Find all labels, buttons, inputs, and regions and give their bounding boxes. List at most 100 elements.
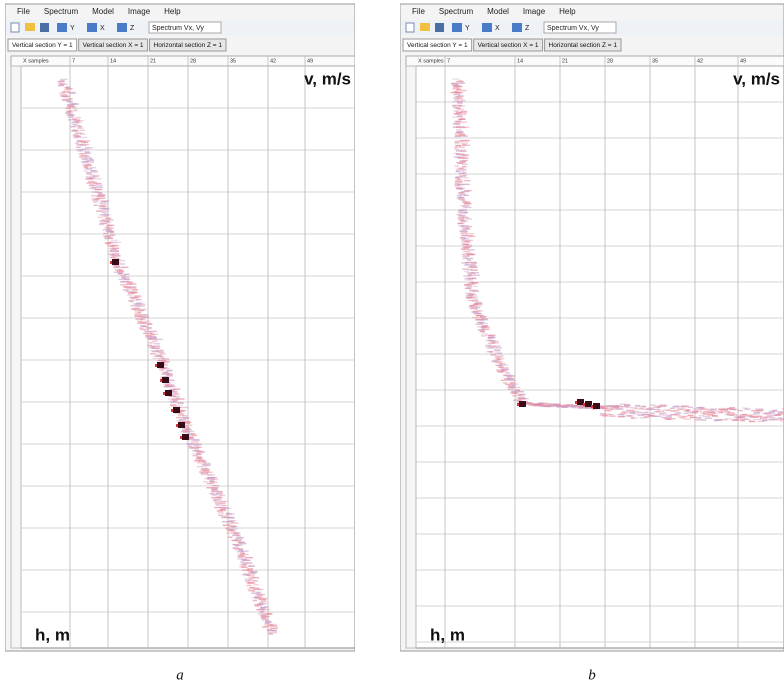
spectrum-texture: [643, 411, 649, 414]
toolbar-button[interactable]: X: [100, 25, 105, 32]
spectrum-texture: [255, 597, 260, 599]
spectrum-texture: [171, 405, 176, 407]
toolbar-button[interactable]: Y: [70, 25, 75, 32]
tab[interactable]: [7, 38, 78, 52]
spectrum-texture: [247, 588, 252, 590]
spectrum-texture: [663, 409, 671, 411]
toolbar-button[interactable]: Y: [465, 25, 470, 32]
spectrum-texture: [456, 111, 463, 114]
spectrum-texture: [88, 184, 94, 186]
spectrum-texture: [462, 257, 467, 260]
spectrum-texture: [548, 405, 554, 408]
spectrum-texture: [78, 156, 87, 158]
spectrum-texture: [83, 167, 88, 169]
tab[interactable]: [149, 38, 227, 52]
spectrum-texture: [201, 463, 207, 466]
toolbar-button[interactable]: X: [495, 25, 500, 32]
spectrum-texture: [220, 516, 228, 518]
spectrum-texture: [465, 295, 473, 297]
toolbar-button[interactable]: Z: [525, 25, 530, 32]
tab[interactable]: [402, 38, 473, 52]
menu-item[interactable]: File: [17, 7, 30, 16]
spectrum-texture: [118, 269, 124, 271]
spectrum-texture: [639, 407, 644, 410]
spectrum-texture: [230, 522, 239, 524]
menu-item[interactable]: Help: [164, 7, 181, 16]
spectrum-texture: [539, 403, 544, 405]
spectrum-texture: [665, 416, 672, 418]
dropdown[interactable]: [543, 21, 617, 34]
tab[interactable]: [473, 38, 544, 52]
menu-item[interactable]: Model: [487, 7, 509, 16]
spectrum-texture: [456, 89, 461, 91]
spectrum-texture: [73, 119, 81, 121]
spectrum-texture: [518, 393, 525, 396]
spectrum-texture: [106, 228, 111, 231]
spectrum-texture: [733, 418, 740, 421]
spectrum-texture: [462, 154, 469, 156]
spectrum-texture: [187, 445, 192, 447]
spectrum-texture: [109, 250, 115, 253]
menu-item[interactable]: Spectrum: [44, 7, 79, 16]
spectrum-texture: [624, 405, 629, 408]
spectrum-texture: [473, 299, 479, 301]
spectrum-texture: [511, 383, 519, 385]
spectrum-texture: [459, 134, 466, 136]
spectrum-texture: [494, 357, 500, 359]
menu-item[interactable]: Image: [523, 7, 546, 16]
menu-item[interactable]: Model: [92, 7, 114, 16]
spectrum-texture: [254, 596, 262, 598]
spectrum-texture: [508, 387, 515, 389]
spectrum-texture: [196, 456, 202, 458]
menu-item[interactable]: File: [412, 7, 425, 16]
spectrum-texture: [459, 208, 467, 211]
spectrum-texture: [641, 413, 650, 416]
spectrum-texture: [202, 462, 211, 465]
spectrum-texture: [694, 419, 701, 421]
spectrum-texture: [140, 318, 146, 321]
spectrum-texture: [170, 393, 178, 395]
spectrum-texture: [630, 417, 635, 419]
spectrum-texture: [755, 408, 764, 410]
tab[interactable]: [544, 38, 622, 52]
spectrum-texture: [192, 455, 198, 457]
spectrum-texture: [463, 257, 469, 259]
spectrum-texture: [735, 414, 742, 417]
spectrum-texture: [72, 118, 77, 120]
spectrum-texture: [565, 405, 574, 407]
spectrum-texture: [210, 490, 216, 493]
spectrum-texture: [71, 121, 80, 124]
tab[interactable]: [78, 38, 149, 52]
spectrum-texture: [81, 158, 86, 160]
spectrum-texture: [512, 394, 517, 397]
menu-item[interactable]: Spectrum: [439, 7, 474, 16]
menu-item[interactable]: Help: [559, 7, 576, 16]
dropdown[interactable]: [148, 21, 222, 34]
spectrum-texture: [122, 289, 129, 291]
spectrum-texture: [460, 187, 465, 190]
spectrum-texture: [101, 200, 110, 202]
spectrum-texture: [467, 248, 474, 251]
spectrum-texture: [487, 337, 493, 339]
spectrum-texture: [71, 103, 80, 105]
spectrum-texture: [245, 580, 251, 582]
spectrum-texture: [109, 247, 115, 250]
spectrum-texture: [133, 294, 141, 297]
spectrum-texture: [193, 460, 201, 462]
spectrum-texture: [104, 227, 110, 229]
spectrum-texture: [222, 514, 229, 517]
spectrum-texture: [102, 205, 108, 208]
spectrum-texture: [466, 244, 473, 247]
spectrum-texture: [77, 127, 84, 129]
spectrum-texture: [759, 417, 768, 419]
menu-item[interactable]: Image: [128, 7, 151, 16]
spectrum-texture: [104, 214, 109, 217]
spectrum-texture: [455, 96, 464, 98]
spectrum-texture: [160, 359, 166, 362]
spectrum-texture: [132, 297, 139, 299]
toolbar-button[interactable]: Z: [130, 25, 135, 32]
spectrum-texture: [210, 493, 218, 495]
spectrum-texture: [461, 205, 468, 208]
spectrum-texture: [563, 404, 568, 406]
spectrum-texture: [104, 237, 110, 240]
